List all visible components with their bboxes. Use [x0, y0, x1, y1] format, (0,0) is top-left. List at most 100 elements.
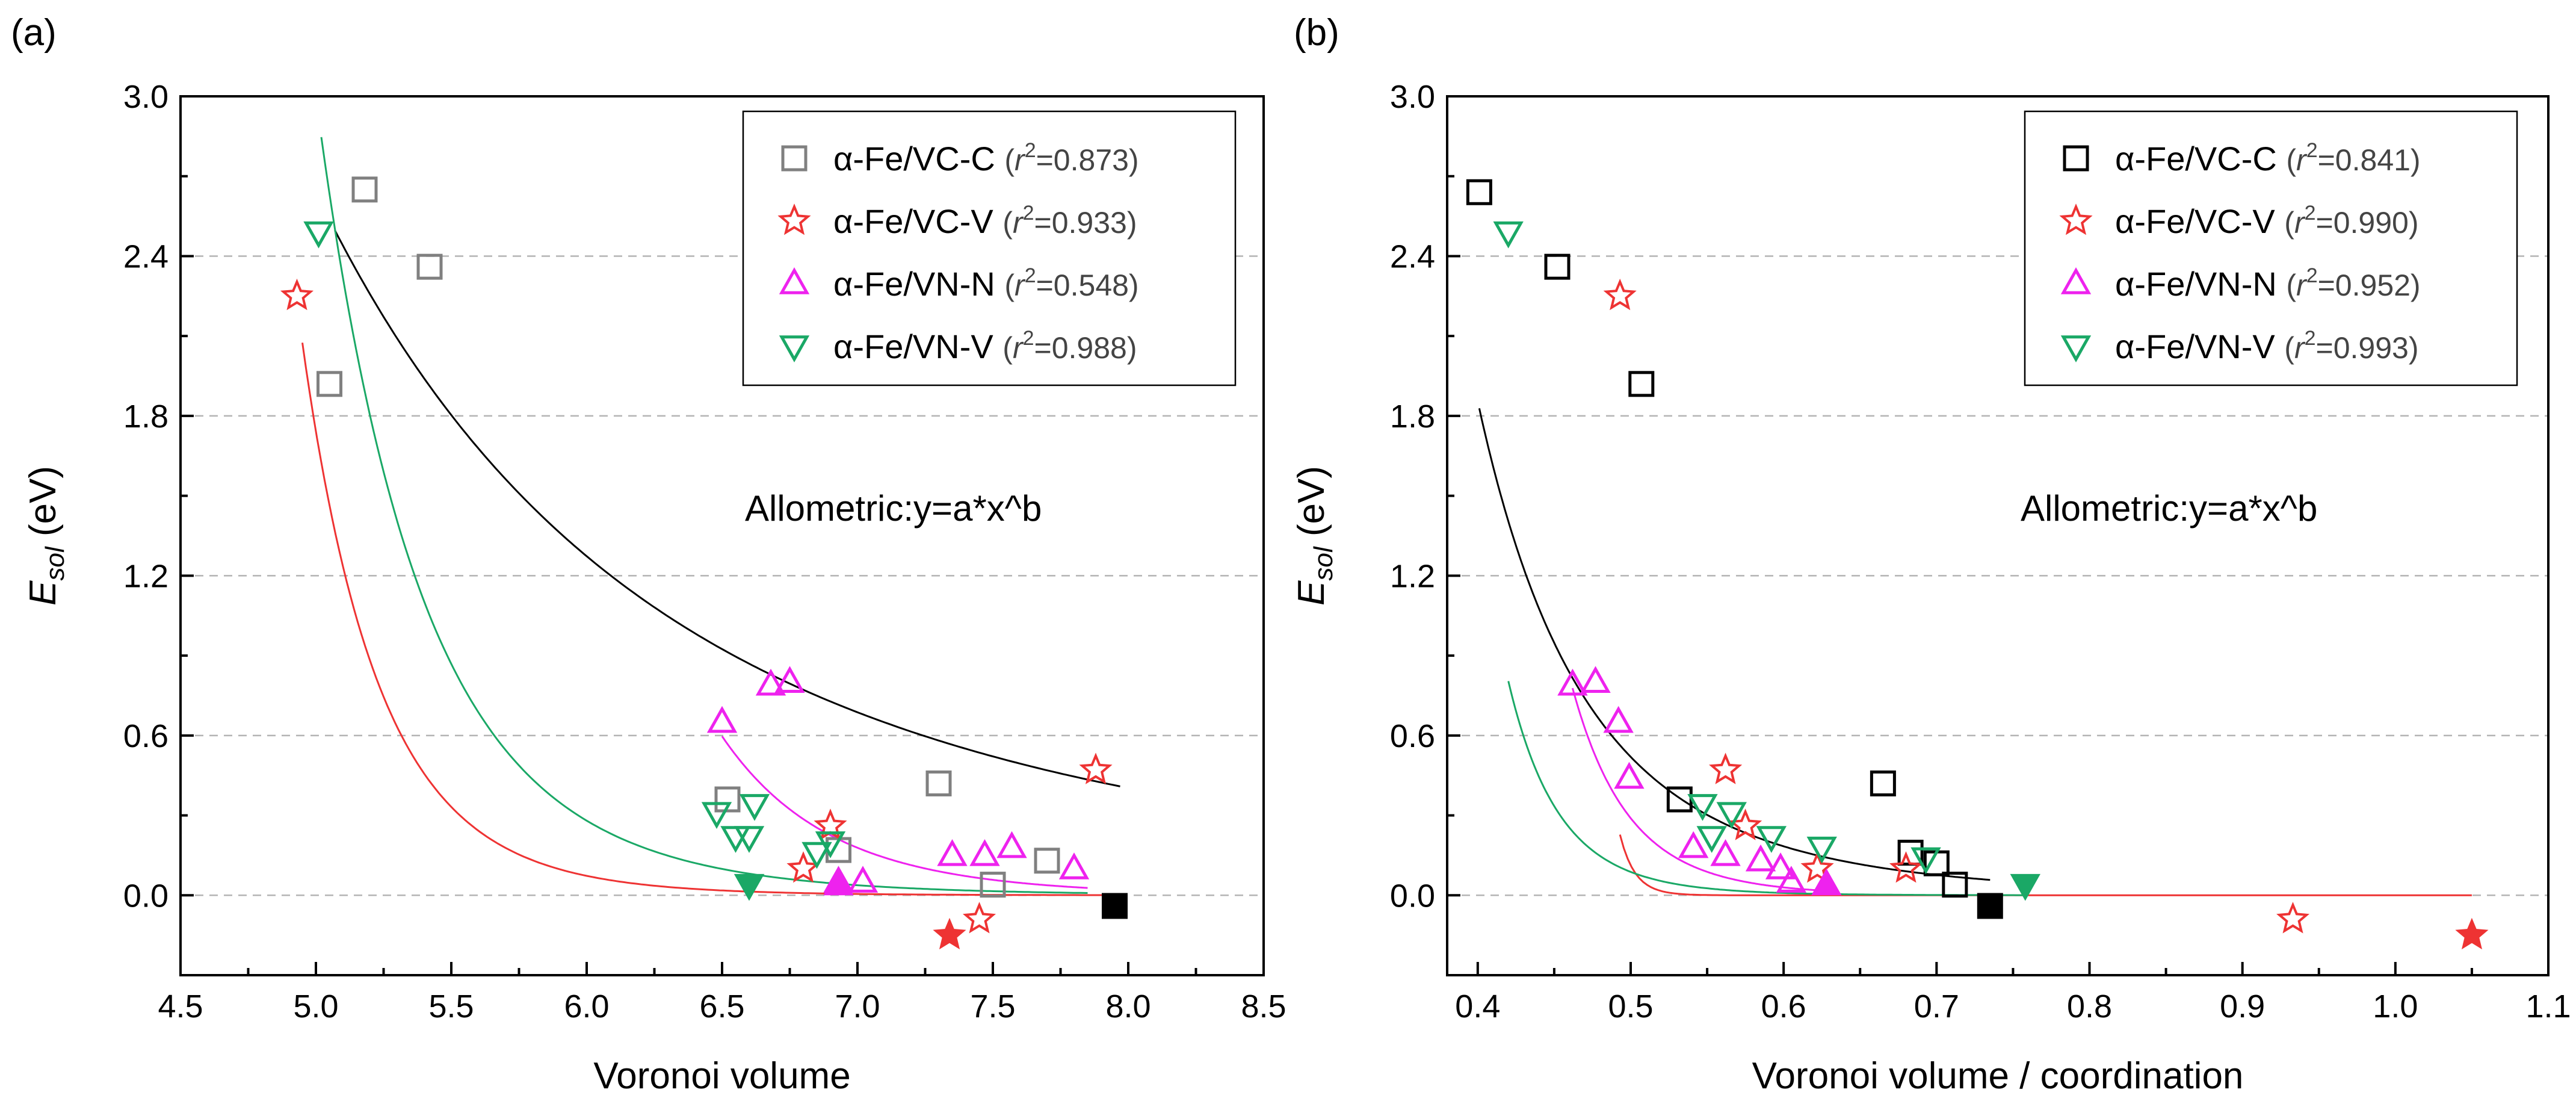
panel-b-triangle-down-point [1806, 836, 1837, 864]
panel-a-y-axis: 0.0 0.6 1.2 1.8 2.4 3.0 [123, 79, 194, 976]
panel-b-triangle-up-point [1603, 706, 1634, 733]
panel-b-triangle-up-point [1745, 844, 1776, 872]
panel-b-y-tick-label: 1.8 [1390, 399, 1435, 435]
panel-a-legend-marker [779, 335, 810, 362]
panel-a: (a) 4.5 5.0 5.5 6.0 6.5 7.0 7.5 8.0 8.5 0.0 0.6 1.… [11, 12, 1286, 1097]
panel-a-fit-curve [301, 343, 1115, 896]
panel-b-star-point [1603, 278, 1637, 311]
panel-a-fit-curve [320, 137, 1088, 894]
panel-b-triangle-down-point [1687, 794, 1718, 821]
panel-a-legend: α-Fe/VC-C (r2=0.873) α-Fe/VC-V (r2=0.933)… [742, 110, 1237, 386]
panel-a-y-axis-symbol: E [22, 580, 64, 606]
panel-a-legend-name: α-Fe/VC-C [833, 140, 1004, 178]
panel-a-x-axis-title: Voronoi volume [593, 1055, 850, 1097]
panel-b-legend-marker [2060, 335, 2092, 362]
panel-b-legend: α-Fe/VC-C (r2=0.841) α-Fe/VC-V (r2=0.990)… [2024, 110, 2518, 386]
panel-a-triangle-up-point [706, 706, 738, 733]
panel-a-star-point-filled [933, 917, 966, 950]
panel-b-square-point [1544, 253, 1571, 280]
panel-a-star-point [786, 851, 820, 883]
panel-b-legend-name: α-Fe/VC-V [2115, 202, 2284, 240]
panel-b-triangle-up-point [1614, 761, 1645, 789]
panel-b-markers [1466, 179, 2489, 950]
panel-b-y-axis-unit: (eV) [1291, 466, 1332, 547]
panel-b-triangle-down-point [1756, 826, 1787, 853]
panel-a-fit-curve [334, 229, 1120, 787]
panel-b-legend-r2: ( [2286, 143, 2296, 177]
panel-a-y-tick-label: 3.0 [123, 79, 168, 115]
panel-b-y-axis-title: Esol (eV) [1291, 466, 1338, 606]
panel-a-fit-curve [721, 736, 1088, 889]
panel-b-legend-r2: ( [2286, 268, 2296, 302]
panel-b-legend-entry: α-Fe/VN-V (r2=0.993) [2115, 327, 2419, 365]
panel-a-triangle-up-point [755, 668, 786, 696]
panel-a-triangle-up-point [969, 839, 1000, 866]
panel-a-legend-name: α-Fe/VN-V [833, 327, 1002, 365]
panel-a-x-tick-label: 8.0 [1105, 988, 1151, 1025]
panel-b-triangle-down-point [1493, 221, 1524, 249]
panel-b-x-tick-label: 1.1 [2525, 988, 2571, 1025]
panel-a-fit-lines [301, 137, 1120, 896]
panel-b-fit-lines [1478, 408, 2472, 896]
panel-b: (b) 0.4 0.5 0.6 0.7 0.8 0.9 1.0 1.1 0.0 0.6 1.2 1.… [1291, 12, 2571, 1097]
panel-a-x-tick-label: 8.5 [1241, 988, 1286, 1025]
panel-b-x-tick-label: 0.5 [1608, 988, 1653, 1025]
panel-a-triangle-up-point [1058, 852, 1090, 879]
panel-b-square-point [1870, 770, 1896, 796]
panel-a-x-tick-label: 6.0 [564, 988, 609, 1025]
panel-a-triangle-up-point [774, 666, 805, 693]
panel-a-y-tick-label: 2.4 [123, 238, 168, 274]
panel-b-legend-marker [2063, 145, 2089, 172]
panel-a-legend-entry: α-Fe/VC-V (r2=0.933) [833, 202, 1137, 240]
panel-b-label: (b) [1294, 12, 1339, 54]
panel-b-y-axis: 0.0 0.6 1.2 1.8 2.4 3.0 [1390, 79, 1460, 976]
panel-a-legend-r2: ( [1004, 143, 1015, 177]
panel-a-x-tick-label: 7.0 [835, 988, 880, 1025]
panel-a-legend-entry: α-Fe/VN-N (r2=0.548) [833, 264, 1139, 303]
panel-a-y-axis-subscript: sol [40, 546, 70, 580]
panel-a-square-point-filled [1102, 893, 1128, 919]
panel-b-y-tick-label: 1.2 [1390, 558, 1435, 594]
panel-a-x-axis: 4.5 5.0 5.5 6.0 6.5 7.0 7.5 8.0 8.5 [158, 962, 1286, 1025]
panel-a-triangle-up-point [937, 839, 968, 866]
panel-a-square-point [1034, 848, 1060, 874]
panel-a-triangle-down-point [815, 831, 846, 858]
panel-b-x-axis-title: Voronoi volume / coordination [1752, 1055, 2244, 1097]
panel-a-y-axis-unit: (eV) [22, 466, 64, 547]
panel-b-square-point [1942, 872, 1968, 898]
panel-a-x-tick-label: 5.0 [293, 988, 338, 1025]
panel-b-legend-r2: ( [2284, 206, 2294, 240]
panel-a-y-axis-title: Esol (eV) [22, 466, 70, 606]
panel-a-x-tick-label: 7.5 [970, 988, 1015, 1025]
panel-b-star-point [1800, 851, 1834, 883]
panel-a-legend-marker [777, 203, 811, 235]
panel-a-triangle-up-point [996, 831, 1027, 858]
panel-a-triangle-up-point-filled [823, 868, 854, 896]
panel-a-y-tick-label: 1.8 [123, 399, 168, 435]
panel-b-y-tick-label: 0.0 [1390, 878, 1435, 914]
panel-a-star-point [1079, 752, 1113, 784]
panel-b-y-tick-label: 3.0 [1390, 79, 1435, 115]
panel-b-triangle-up-point-filled [1811, 868, 1842, 896]
panel-b-triangle-up-point [1765, 852, 1796, 879]
panel-b-fit-curve [1571, 687, 1827, 892]
panel-b-triangle-down-point-filled [2010, 873, 2040, 901]
panel-a-legend-r2: ( [1002, 331, 1013, 365]
panel-b-legend-entry: α-Fe/VC-C (r2=0.841) [2115, 139, 2421, 178]
panel-b-triangle-up-point [1776, 866, 1807, 893]
panel-b-x-tick-label: 1.0 [2373, 988, 2418, 1025]
panel-a-triangle-down-point [303, 221, 334, 249]
panel-a-triangle-down-point [734, 826, 765, 853]
panel-a-x-tick-label: 5.5 [428, 988, 474, 1025]
panel-b-fit-curve [1478, 408, 1991, 881]
panel-b-y-tick-label: 0.6 [1390, 718, 1435, 754]
panel-b-fit-annotation: Allometric:y=a*x^b [2021, 488, 2317, 529]
panel-a-triangle-down-point [701, 802, 732, 830]
panel-b-triangle-down-point [1696, 826, 1727, 853]
panel-b-legend-box [2024, 110, 2518, 386]
panel-b-plot-frame [1446, 95, 2550, 976]
panel-a-triangle-down-point [739, 794, 770, 821]
panel-a-square-point [925, 770, 952, 796]
panel-b-legend-marker [2059, 203, 2093, 235]
